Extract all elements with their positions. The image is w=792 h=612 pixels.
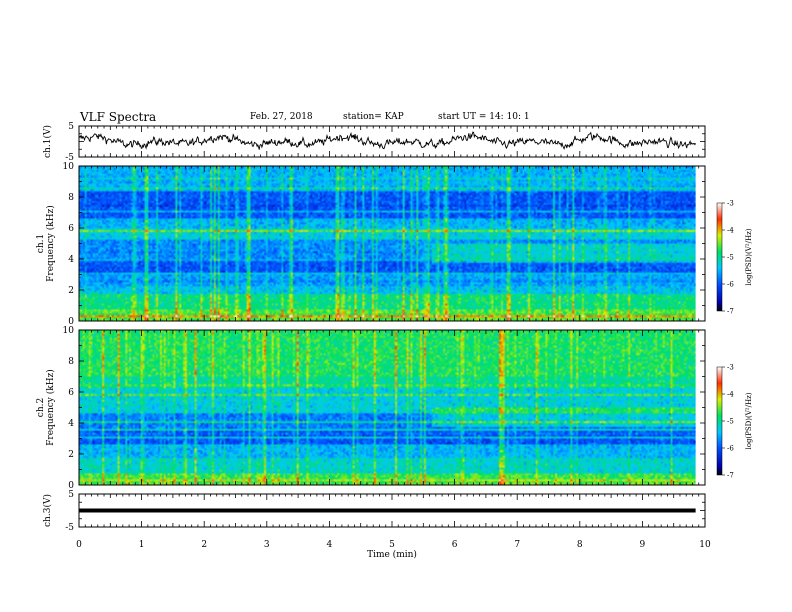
ch1-spectrogram-image <box>79 166 696 321</box>
x-tick-label: 1 <box>139 540 145 550</box>
ch3-waveform-ytick-label: -5 <box>65 523 74 533</box>
ch2-spectrogram-image <box>79 330 696 485</box>
station-label: station= KAP <box>343 112 404 122</box>
x-tick-label: 3 <box>264 540 270 550</box>
x-tick-label: 4 <box>327 540 333 550</box>
start-time-label: start UT = 14: 10: 1 <box>438 112 530 122</box>
ch1-spectrogram-colorbar-tick: -4 <box>727 227 734 235</box>
x-tick-label: 10 <box>699 540 711 550</box>
ch1-spectrogram-ytick-label: 10 <box>63 162 75 172</box>
ch1-spectrogram-colorbar-tick: -7 <box>727 308 734 316</box>
ch3-ylabel: ch.3(V) <box>42 494 53 527</box>
ch1-spectrogram-ytick-label: 8 <box>68 193 74 203</box>
x-tick-label: 9 <box>640 540 646 550</box>
ch1-waveform-ytick-label: -5 <box>65 153 74 163</box>
ch1-waveform-ytick-label: 5 <box>68 122 74 132</box>
ch1-spectrogram-ylabel: ch.1 <box>36 234 46 253</box>
x-axis-label: Time (min) <box>367 549 417 560</box>
ch2-spectrogram-colorbar <box>716 366 723 476</box>
ch2-spectrogram-colorbar-title: log(PSD)(V²/Hz) <box>745 392 753 449</box>
ch1-waveform-line <box>78 131 696 150</box>
x-tick-label: 5 <box>389 540 395 550</box>
ch1-spectrogram-colorbar-tick: -6 <box>727 281 734 289</box>
ch2-spectrogram-colorbar-tick: -4 <box>727 391 734 399</box>
ch1-spectrogram-colorbar <box>716 202 723 312</box>
x-tick-label: 7 <box>514 540 520 550</box>
ch2-spectrogram-colorbar-tick: -6 <box>727 445 734 453</box>
ch2-spectrogram-ytick-label: 4 <box>68 419 74 429</box>
ch2-spectrogram-ytick-label: 6 <box>68 388 74 398</box>
ch2-spectrogram-ytick-label: 2 <box>68 450 74 460</box>
ch3-waveform-ytick-label: 5 <box>68 490 74 500</box>
x-tick-label: 6 <box>452 540 458 550</box>
ch2-spectrogram-ylabel: Frequency (kHz) <box>45 369 56 446</box>
ch2-spectrogram-ytick-label: 0 <box>68 481 74 491</box>
ch2-spectrogram-colorbar-tick: -7 <box>727 472 734 480</box>
ch1-spectrogram-ylabel: Frequency (kHz) <box>45 205 56 282</box>
date-label: Feb. 27, 2018 <box>250 112 313 122</box>
ch1-spectrogram-colorbar-tick: -5 <box>727 254 734 262</box>
x-tick-label: 8 <box>577 540 583 550</box>
ch1-spectrogram-ytick-label: 2 <box>68 286 74 296</box>
ch1-spectrogram-ytick-label: 0 <box>68 317 74 327</box>
ch2-spectrogram-colorbar-tick: -3 <box>727 364 734 372</box>
ch1-spectrogram-ytick-label: 4 <box>68 255 74 265</box>
ch2-spectrogram-ytick-label: 8 <box>68 357 74 367</box>
ch1-ylabel: ch.1(V) <box>42 125 53 158</box>
ch2-spectrogram-colorbar-tick: -5 <box>727 418 734 426</box>
ch2-spectrogram-ytick-label: 10 <box>63 326 75 336</box>
ch1-spectrogram-colorbar-title: log(PSD)(V²/Hz) <box>745 228 753 285</box>
x-tick-label: 0 <box>76 540 82 550</box>
x-tick-label: 2 <box>201 540 207 550</box>
ch1-spectrogram-ytick-label: 6 <box>68 224 74 234</box>
ch2-spectrogram-ylabel: ch.2 <box>36 398 46 417</box>
ch1-spectrogram-colorbar-tick: -3 <box>727 200 734 208</box>
chart-title: VLF Spectra <box>80 110 157 124</box>
